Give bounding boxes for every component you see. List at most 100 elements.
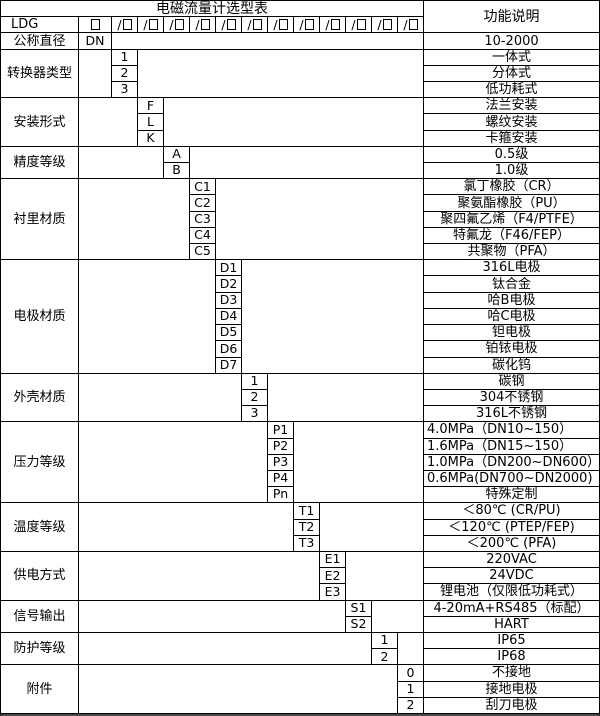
section-left-span: [79, 600, 346, 633]
option-description: 低功耗式: [424, 82, 599, 99]
section-right-span: [268, 373, 424, 423]
section-label-7: 压力等级: [1, 422, 79, 504]
model-code-box: /: [242, 17, 268, 34]
option-code: P1: [268, 422, 294, 439]
option-description: 4.0MPa（DN10~150）: [424, 422, 599, 439]
section-right-span: [372, 600, 424, 633]
option-description: 0.5级: [424, 147, 599, 164]
option-description: 不接地: [424, 665, 599, 682]
section-label-11: 防护等级: [1, 632, 79, 666]
section-label-4: 衬里材质: [1, 179, 79, 261]
option-description: 1.0MPa（DN200~DN600）: [424, 455, 599, 471]
code-box-icon: [174, 19, 184, 31]
option-description: 304不锈钢: [424, 390, 599, 407]
option-description: 卡箍安装: [424, 131, 599, 147]
option-description: 316L不锈钢: [424, 406, 599, 423]
section-label-6: 外壳材质: [1, 373, 79, 423]
section-left-span: [79, 260, 216, 374]
option-description: 钽电极: [424, 325, 599, 342]
model-code-box: /: [320, 17, 346, 34]
option-description: IP65: [424, 633, 599, 650]
option-description: 1.6MPa（DN15~150）: [424, 439, 599, 455]
option-code: S2: [346, 616, 372, 633]
option-code: A: [164, 146, 190, 164]
code-box-icon: [278, 19, 288, 31]
option-description: ＜200℃ (PFA): [424, 536, 599, 552]
option-description: IP68: [424, 649, 599, 666]
option-code: Pn: [268, 487, 294, 504]
function-column-header: 功能说明: [424, 1, 599, 34]
option-description: 特殊定制: [424, 487, 599, 504]
option-code: T1: [294, 503, 320, 520]
section-label-3: 精度等级: [1, 146, 79, 180]
model-code-box: /: [346, 17, 372, 34]
code-box-icon: [382, 19, 392, 31]
option-description: 特氟龙（F46/FEP）: [424, 228, 599, 245]
option-description: 刮刀电极: [424, 698, 599, 714]
option-code: F: [138, 98, 164, 115]
section-label-2: 安装形式: [1, 98, 79, 147]
model-code-box: /: [372, 17, 398, 34]
option-code: C1: [190, 179, 216, 196]
section-right-span: [320, 503, 424, 552]
section-right-span: [346, 551, 424, 601]
option-description: 4-20mA+RS485（标配）: [424, 601, 599, 617]
code-box-icon: [122, 19, 132, 31]
option-description: 接地电极: [424, 682, 599, 698]
code-box-icon: [91, 19, 100, 31]
code-box-icon: [408, 19, 418, 31]
option-code: 0: [398, 665, 424, 682]
section-left-span: [79, 373, 242, 423]
option-code: 3: [112, 82, 138, 99]
model-code-box: /: [164, 17, 190, 34]
option-code: D7: [216, 357, 242, 374]
section-left-span: [79, 146, 164, 180]
option-description: 碳化钨: [424, 358, 599, 374]
model-code-box: /: [216, 17, 242, 34]
option-description: 24VDC: [424, 568, 599, 585]
option-code: 1: [242, 373, 268, 390]
section-right-span: [242, 260, 424, 374]
option-code: 2: [398, 697, 424, 714]
option-code: DN: [79, 33, 112, 50]
option-code: D5: [216, 325, 242, 342]
section-right-span: [216, 179, 424, 261]
model-prefix-label: LDG: [1, 17, 79, 34]
option-description: 哈C电极: [424, 309, 599, 326]
option-code: D4: [216, 308, 242, 326]
option-code: 2: [242, 389, 268, 407]
option-description: 聚四氟乙烯（F4/PTFE）: [424, 212, 599, 228]
option-description: 0.6MPa(DN700~DN2000): [424, 471, 599, 488]
section-right-span: [294, 422, 424, 504]
code-box-icon: [200, 19, 210, 31]
section-label-12: 附件: [1, 665, 79, 714]
option-code: 2: [112, 65, 138, 83]
option-description: 分体式: [424, 66, 599, 83]
code-box-icon: [330, 19, 340, 31]
code-box-icon: [304, 19, 314, 31]
code-box-icon: [226, 19, 236, 31]
option-description: 碳钢: [424, 374, 599, 390]
option-description: 氯丁橡胶（CR）: [424, 179, 599, 196]
model-code-box: /: [294, 17, 320, 34]
section-label-5: 电极材质: [1, 260, 79, 374]
model-code-box: /: [138, 17, 164, 34]
option-code: P2: [268, 438, 294, 455]
section-left-span: [79, 422, 268, 504]
option-description: 220VAC: [424, 552, 599, 569]
section-right-span: [398, 632, 424, 666]
section-left-span: [79, 632, 372, 666]
option-code: P3: [268, 454, 294, 471]
option-code: L: [138, 114, 164, 131]
option-description: 钛合金: [424, 276, 599, 293]
option-code: B: [164, 163, 190, 180]
section-left-span: [79, 503, 294, 552]
code-box-icon: [356, 19, 366, 31]
option-code: C3: [190, 211, 216, 228]
section-label-1: 转换器类型: [1, 49, 79, 99]
option-code: 1: [372, 632, 398, 650]
code-box-icon: [252, 19, 262, 31]
option-description: 10-2000: [424, 33, 599, 50]
option-description: 法兰安装: [424, 98, 599, 115]
section-left-span: [79, 665, 398, 714]
